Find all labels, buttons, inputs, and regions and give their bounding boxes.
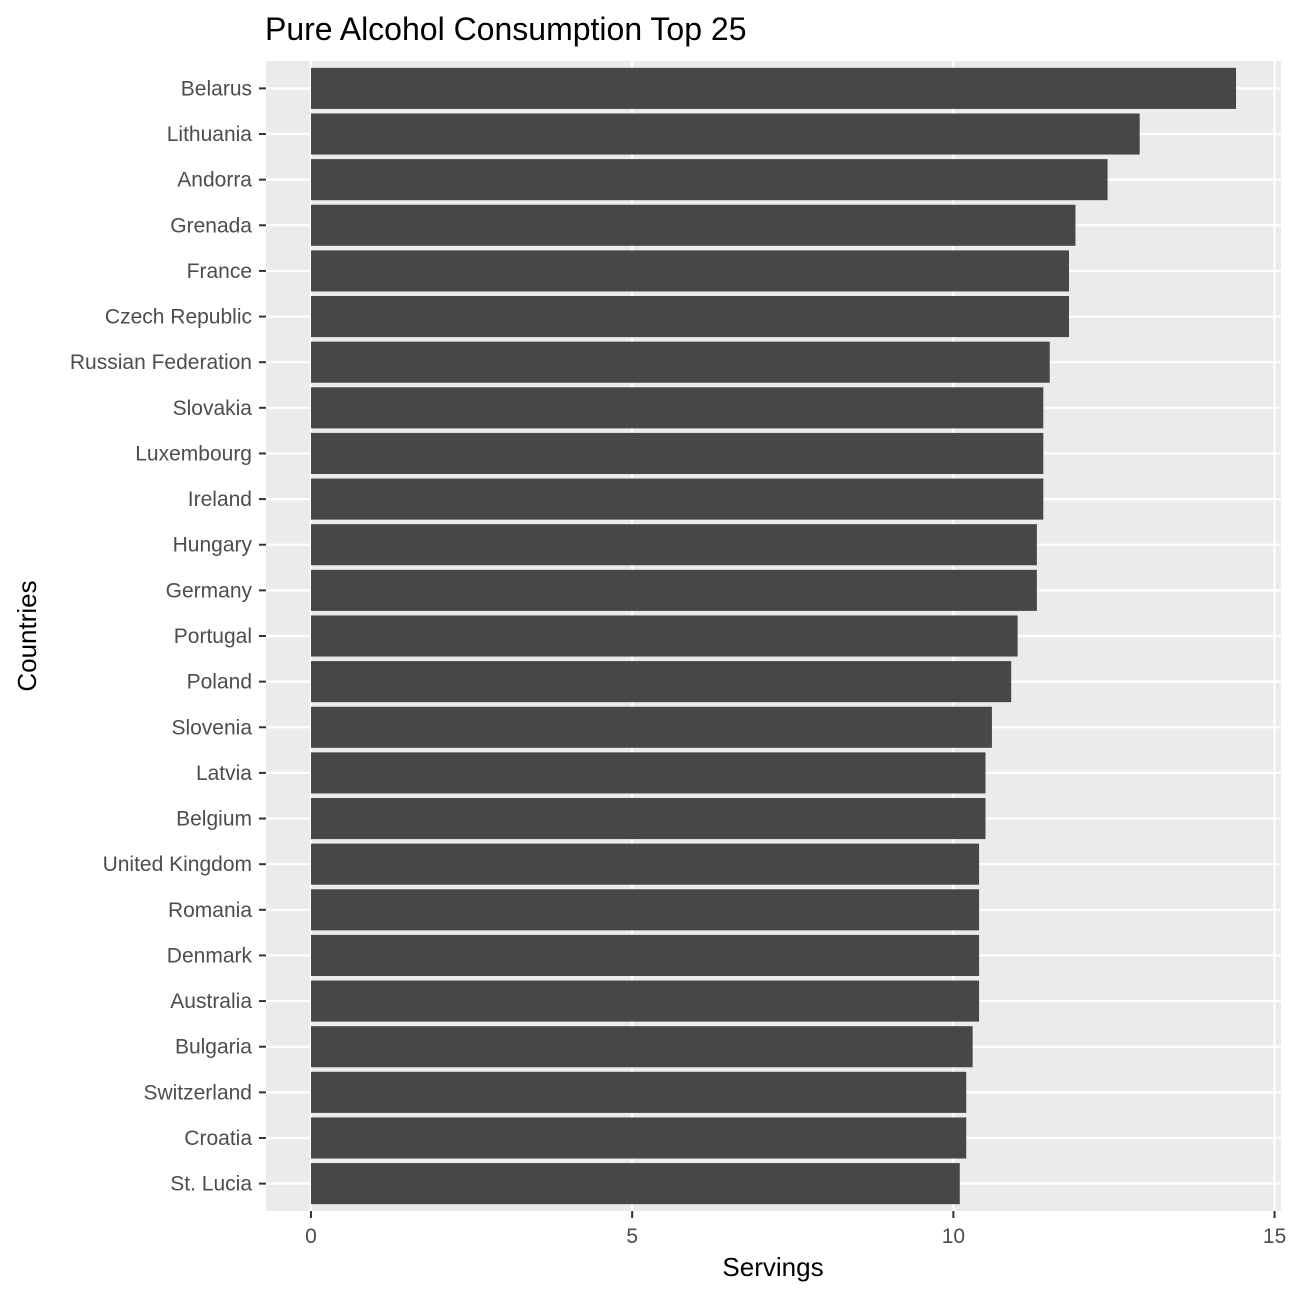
y-tick-label: Ireland — [188, 488, 252, 511]
y-tick-label: Belgium — [176, 808, 252, 831]
y-tick-label: Russian Federation — [70, 351, 252, 374]
y-tick-label: Hungary — [173, 534, 253, 557]
bar — [310, 296, 1070, 338]
y-tick-label: Denmark — [167, 944, 253, 967]
y-tick-label: Croatia — [184, 1127, 252, 1150]
bar — [310, 1026, 973, 1068]
bar — [310, 387, 1044, 429]
y-tick-label: Czech Republic — [105, 306, 252, 329]
y-tick-label: Latvia — [196, 762, 252, 785]
y-tick-label: Portugal — [174, 625, 252, 648]
x-tick-label: 10 — [942, 1225, 965, 1248]
y-axis-label: Countries — [12, 580, 42, 691]
y-tick-label: Lithuania — [167, 123, 253, 146]
bar — [310, 1117, 967, 1159]
bars — [310, 67, 1237, 1205]
x-axis-label: Servings — [722, 1252, 823, 1282]
y-tick-label: Belarus — [181, 77, 252, 100]
bar — [310, 798, 986, 840]
y-tick-label: Grenada — [170, 214, 252, 237]
y-tick-label: Slovakia — [173, 397, 253, 420]
x-tick-label: 5 — [626, 1225, 638, 1248]
bar — [310, 843, 980, 885]
x-tick-label: 0 — [305, 1225, 317, 1248]
bar — [310, 934, 980, 976]
bar — [310, 980, 980, 1022]
y-tick-label: United Kingdom — [103, 853, 252, 876]
bar — [310, 1071, 967, 1113]
y-tick-label: France — [187, 260, 252, 283]
bar — [310, 1163, 960, 1205]
y-axis: Belarus Lithuania Andorra Grenada France Czec… — [70, 77, 266, 1196]
bar — [310, 752, 986, 794]
y-tick-label: Switzerland — [143, 1081, 252, 1104]
bar — [310, 661, 1012, 703]
x-tick-label: 15 — [1263, 1225, 1286, 1248]
bar — [310, 204, 1076, 246]
y-tick-label: Australia — [170, 990, 252, 1013]
bar — [310, 432, 1044, 474]
bar — [310, 478, 1044, 520]
bar — [310, 889, 980, 931]
y-tick-label: Bulgaria — [175, 1036, 252, 1059]
y-tick-label: Luxembourg — [135, 442, 252, 465]
y-tick-label: Andorra — [177, 169, 252, 192]
bar — [310, 341, 1050, 383]
bar — [310, 569, 1037, 611]
y-tick-label: Slovenia — [171, 716, 252, 739]
bar — [310, 159, 1108, 201]
y-tick-label: St. Lucia — [170, 1173, 252, 1196]
chart-title: Pure Alcohol Consumption Top 25 — [265, 11, 747, 47]
bar — [310, 113, 1140, 155]
bar — [310, 250, 1070, 292]
y-tick-label: Poland — [187, 671, 252, 694]
bar — [310, 524, 1037, 566]
y-tick-label: Germany — [166, 579, 253, 602]
x-axis: 0 5 10 15 — [305, 1211, 1286, 1248]
bar — [310, 67, 1237, 109]
y-tick-label: Romania — [168, 899, 252, 922]
bar — [310, 615, 1018, 657]
bar — [310, 706, 992, 748]
